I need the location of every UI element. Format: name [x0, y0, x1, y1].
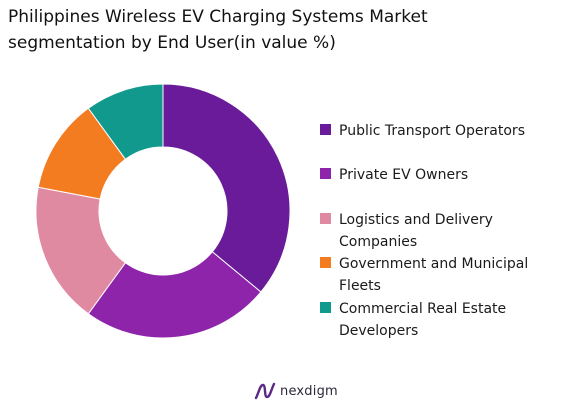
legend-label: Public Transport Operators: [339, 123, 525, 139]
chart-title-line-1: Philippines Wireless EV Charging Systems…: [8, 7, 428, 27]
legend-swatch: [320, 168, 331, 179]
donut-slice-1: [162, 83, 291, 293]
legend-label: Commercial Real Estate Developers: [339, 301, 507, 339]
legend-item-5: Commercial Real Estate Developers: [320, 298, 582, 342]
legend-item-3: Logistics and Delivery Companies: [320, 209, 582, 253]
donut-slices: [35, 83, 291, 339]
legend-swatch: [320, 213, 331, 224]
legend-item-1: Public Transport Operators: [320, 120, 582, 142]
nexdigm-logo-icon: [254, 382, 276, 400]
legend-item-2: Private EV Owners: [320, 164, 582, 186]
legend-label: Government and Municipal Fleets: [339, 256, 529, 294]
chart-title: Philippines Wireless EV Charging Systems…: [8, 4, 578, 56]
legend-label: Private EV Owners: [339, 167, 469, 183]
chart-title-line-2: segmentation by End User(in value %): [8, 33, 336, 53]
donut-slice-2: [87, 251, 262, 339]
legend-swatch: [320, 124, 331, 135]
brand-logo: nexdigm: [254, 378, 338, 404]
brand-name: nexdigm: [280, 383, 338, 399]
legend-label: Logistics and Delivery Companies: [339, 212, 493, 250]
legend-item-4: Government and Municipal Fleets: [320, 253, 582, 297]
legend-swatch: [320, 302, 331, 313]
legend-swatch: [320, 257, 331, 268]
donut-slice-5: [87, 83, 164, 160]
donut-slice-3: [35, 186, 127, 315]
